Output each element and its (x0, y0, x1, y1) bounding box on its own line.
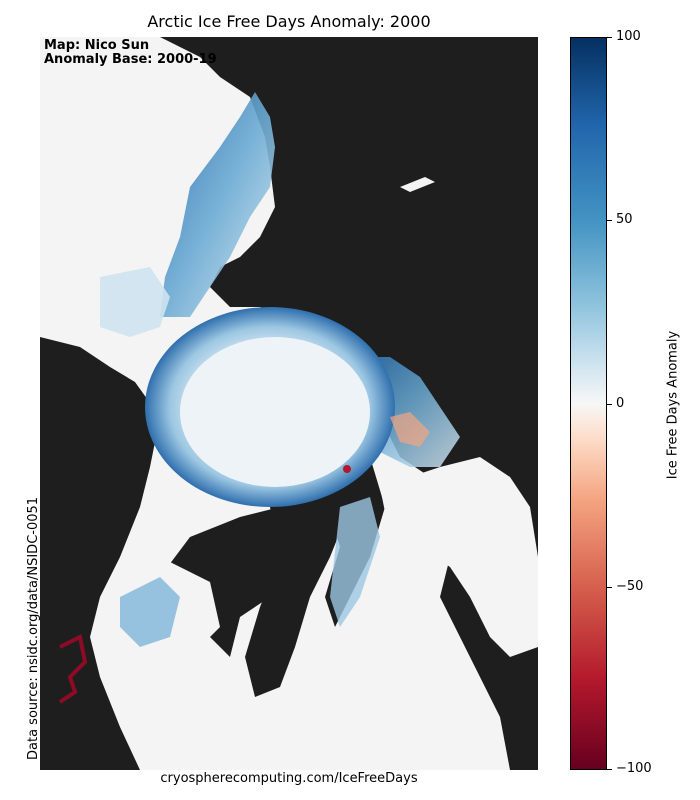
anomaly-band-north (160, 92, 275, 317)
colorbar (570, 37, 607, 770)
colorbar-tick (607, 220, 612, 221)
footer-url: cryospherecomputing.com/IceFreeDays (160, 771, 418, 786)
central-arctic-core (180, 337, 370, 487)
map-title: Arctic Ice Free Days Anomaly: 2000 (147, 12, 431, 31)
anomaly-band-north-light (100, 267, 170, 337)
data-source-label: Data source: nsidc.org/data/NSIDC-0051 (26, 496, 41, 760)
colorbar-tick-label: −100 (616, 761, 652, 776)
land-islands-west (245, 467, 350, 697)
colorbar-tick (607, 769, 612, 770)
credit-base: Anomaly Base: 2000-19 (44, 52, 217, 67)
arctic-anomaly-map (40, 37, 538, 770)
ocean-white-sea (380, 457, 538, 657)
negative-anomaly-sw (58, 634, 88, 704)
colorbar-tick-label: −50 (616, 579, 644, 594)
colorbar-tick (607, 587, 612, 588)
land-west (40, 337, 160, 770)
anomaly-band-greenland-east (330, 497, 380, 627)
negative-anomaly-dot (343, 465, 351, 473)
colorbar-label: Ice Free Days Anomaly (665, 330, 681, 480)
negative-anomaly-band-east (390, 412, 430, 447)
colorbar-tick (607, 37, 612, 38)
map-graphic (40, 37, 538, 770)
map-credit: Map: Nico Sun Anomaly Base: 2000-19 (44, 39, 217, 67)
credit-author: Map: Nico Sun (44, 38, 150, 53)
colorbar-tick-label: 50 (616, 212, 633, 227)
island-speck (400, 177, 435, 192)
land-east (160, 37, 538, 770)
anomaly-band-baffin (120, 577, 180, 647)
colorbar-tick-label: 100 (616, 29, 641, 44)
colorbar-tick-label: 0 (616, 396, 625, 411)
colorbar-tick (607, 404, 612, 405)
